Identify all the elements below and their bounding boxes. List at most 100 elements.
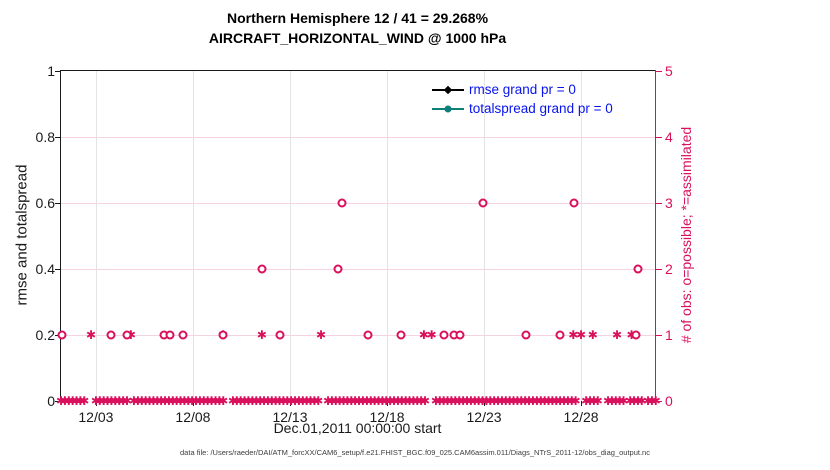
zero-count-marker: ✱ — [278, 394, 289, 408]
zero-count-marker: ✱ — [493, 394, 504, 408]
left-axis-label-wrap: rmse and totalspread — [14, 70, 31, 400]
zero-count-marker: ✱ — [338, 394, 349, 408]
zero-count-marker: ✱ — [167, 394, 178, 408]
right-tick-label: 3 — [665, 195, 673, 211]
zero-count-marker: ✱ — [588, 394, 599, 408]
possible-marker — [165, 330, 175, 340]
zero-count-marker: ✱ — [136, 394, 147, 408]
zero-count-marker: ✱ — [610, 394, 621, 408]
zero-count-marker: ✱ — [535, 394, 546, 408]
zero-count-marker: ✱ — [334, 394, 345, 408]
zero-count-marker: ✱ — [477, 394, 488, 408]
zero-count-marker: ✱ — [79, 394, 90, 408]
possible-marker — [57, 330, 67, 340]
left-tick-label: 1 — [47, 63, 55, 79]
zero-count-marker: ✱ — [473, 394, 484, 408]
zero-count-marker: ✱ — [377, 394, 388, 408]
zero-count-marker: ✱ — [194, 394, 205, 408]
zero-count-marker: ✱ — [625, 394, 636, 408]
zero-count-marker: ✱ — [458, 394, 469, 408]
zero-count-marker: ✱ — [618, 394, 629, 408]
zero-count-marker: ✱ — [98, 394, 109, 408]
zero-count-marker: ✱ — [430, 394, 441, 408]
zero-count-marker: ✱ — [434, 394, 445, 408]
zero-count-marker: ✱ — [385, 394, 396, 408]
zero-count-marker: ✱ — [235, 394, 246, 408]
zero-count-marker: ✱ — [156, 394, 167, 408]
zero-count-marker: ✱ — [636, 394, 647, 408]
horizontal-gridline — [61, 335, 656, 336]
right-tick-label: 2 — [665, 261, 673, 277]
zero-count-marker: ✱ — [75, 394, 86, 408]
vertical-gridline — [484, 71, 486, 401]
horizontal-gridline — [61, 269, 656, 270]
zero-count-marker: ✱ — [163, 394, 174, 408]
zero-count-marker: ✱ — [309, 394, 320, 408]
zero-count-marker: ✱ — [255, 394, 266, 408]
zero-count-marker: ✱ — [489, 394, 500, 408]
zero-count-marker: ✱ — [361, 394, 372, 408]
possible-marker — [555, 330, 565, 340]
vertical-gridline — [289, 71, 291, 401]
zero-count-marker: ✱ — [547, 394, 558, 408]
zero-count-marker: ✱ — [132, 394, 143, 408]
assimilated-marker: ✱ — [627, 329, 637, 341]
zero-count-marker: ✱ — [632, 394, 643, 408]
totalspread-circle-icon — [444, 105, 452, 112]
zero-count-marker: ✱ — [512, 394, 523, 408]
zero-count-marker: ✱ — [274, 394, 285, 408]
zero-count-marker: ✱ — [286, 394, 297, 408]
zero-count-marker: ✱ — [404, 394, 415, 408]
zero-count-marker: ✱ — [650, 394, 661, 408]
possible-marker — [521, 330, 531, 340]
zero-count-marker: ✱ — [239, 394, 250, 408]
zero-count-marker: ✱ — [643, 394, 654, 408]
zero-count-marker: ✱ — [342, 394, 353, 408]
zero-count-marker: ✱ — [326, 394, 337, 408]
zero-count-marker: ✱ — [313, 394, 324, 408]
left-tick-mark — [55, 203, 61, 204]
zero-count-marker: ✱ — [516, 394, 527, 408]
zero-count-marker: ✱ — [461, 394, 472, 408]
chart-subtitle: AIRCRAFT_HORIZONTAL_WIND @ 1000 hPa — [208, 30, 507, 46]
zero-count-marker: ✱ — [175, 394, 186, 408]
x-tick-mark — [581, 401, 583, 406]
data-file-caption: data file: /Users/raeder/DAI/ATM_forcXX/… — [180, 448, 650, 457]
legend-label-totalspread: totalspread grand pr = 0 — [469, 101, 613, 116]
assimilated-marker: ✱ — [256, 328, 267, 342]
possible-marker — [178, 330, 188, 340]
x-tick-mark — [95, 401, 97, 406]
zero-count-marker: ✱ — [59, 394, 70, 408]
zero-count-marker: ✱ — [297, 394, 308, 408]
possible-marker — [106, 330, 116, 340]
horizontal-gridline — [61, 137, 656, 138]
possible-marker — [333, 264, 343, 274]
right-tick-mark — [656, 401, 662, 402]
zero-count-marker: ✱ — [454, 394, 465, 408]
right-axis-label: # of obs: o=possible; *=assimilated — [678, 126, 694, 344]
zero-count-marker: ✱ — [214, 394, 225, 408]
zero-count-marker: ✱ — [67, 394, 78, 408]
left-tick-mark — [55, 137, 61, 138]
zero-count-marker: ✱ — [469, 394, 480, 408]
x-tick-label: 12/13 — [272, 409, 308, 425]
zero-count-marker: ✱ — [270, 394, 281, 408]
assimilated-marker: ✱ — [576, 328, 587, 342]
zero-count-marker: ✱ — [566, 394, 577, 408]
x-tick-label: 12/23 — [466, 409, 502, 425]
zero-count-marker: ✱ — [94, 394, 105, 408]
zero-count-marker: ✱ — [551, 394, 562, 408]
zero-count-marker: ✱ — [357, 394, 368, 408]
zero-count-marker: ✱ — [500, 394, 511, 408]
vertical-gridline — [387, 71, 389, 401]
zero-count-marker: ✱ — [446, 394, 457, 408]
zero-count-marker: ✱ — [202, 394, 213, 408]
zero-count-marker: ✱ — [558, 394, 570, 408]
left-tick-label: 0.2 — [35, 327, 55, 343]
zero-count-marker: ✱ — [508, 394, 519, 408]
zero-count-marker: ✱ — [381, 394, 392, 408]
x-tick-label: 12/08 — [175, 409, 211, 425]
zero-count-marker: ✱ — [110, 394, 121, 408]
zero-count-marker: ✱ — [262, 394, 273, 408]
